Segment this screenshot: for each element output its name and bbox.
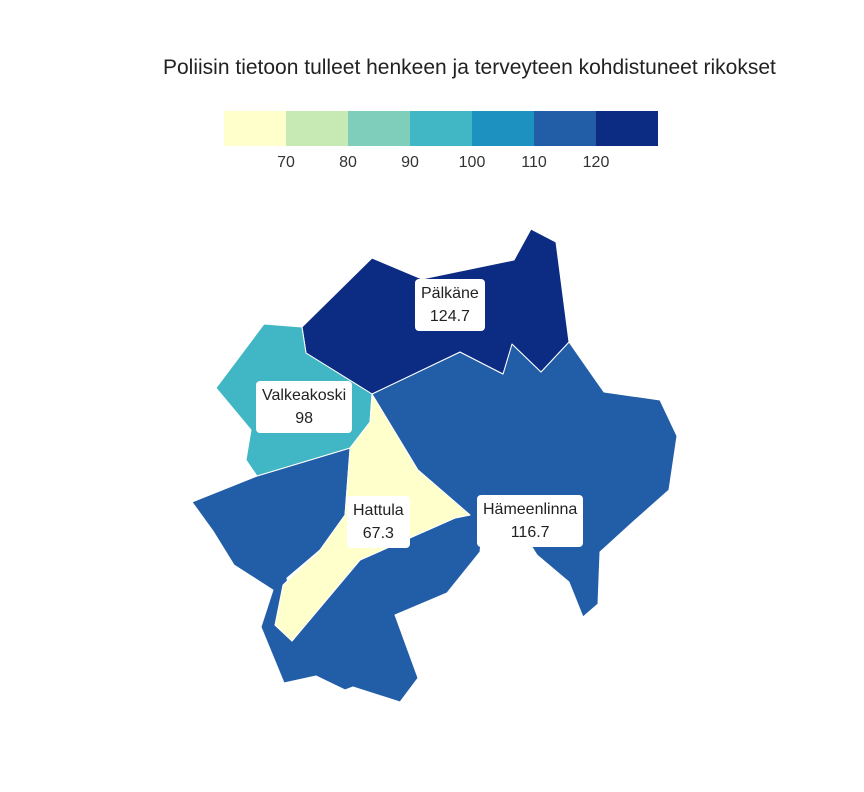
- label-valkeakoski-name: Valkeakoski: [262, 387, 347, 404]
- color-legend: [224, 111, 658, 146]
- legend-swatch-7: [596, 111, 658, 146]
- label-palkane-name: Pälkäne: [421, 285, 479, 302]
- legend-tick-110: 110: [521, 154, 547, 171]
- legend-tick-80: 80: [339, 154, 357, 171]
- label-hattula-name: Hattula: [353, 502, 404, 519]
- label-valkeakoski-value: 98: [295, 410, 313, 427]
- legend-tick-90: 90: [401, 154, 419, 171]
- legend-swatch-6: [534, 111, 596, 146]
- legend-tick-100: 100: [458, 154, 486, 171]
- legend-swatch-1: [224, 111, 286, 146]
- label-palkane-value: 124.7: [429, 308, 470, 325]
- legend-ticks: 70 80 90 100 110 120: [224, 154, 658, 174]
- label-valkeakoski: Valkeakoski 98: [256, 381, 353, 433]
- label-hattula-value: 67.3: [362, 525, 394, 542]
- label-hameenlinna: Hämeenlinna 116.7: [477, 495, 584, 547]
- legend-tick-70: 70: [277, 154, 295, 171]
- legend-swatch-3: [348, 111, 410, 146]
- legend-swatch-2: [286, 111, 348, 146]
- legend-tick-120: 120: [582, 154, 610, 171]
- label-hattula: Hattula 67.3: [347, 496, 410, 548]
- map-title: Poliisin tietoon tulleet henkeen ja terv…: [163, 56, 776, 79]
- legend-swatch-5: [472, 111, 534, 146]
- label-hameenlinna-name: Hämeenlinna: [483, 501, 578, 518]
- label-palkane: Pälkäne 124.7: [415, 279, 485, 331]
- label-hameenlinna-value: 116.7: [510, 524, 550, 541]
- legend-swatch-4: [410, 111, 472, 146]
